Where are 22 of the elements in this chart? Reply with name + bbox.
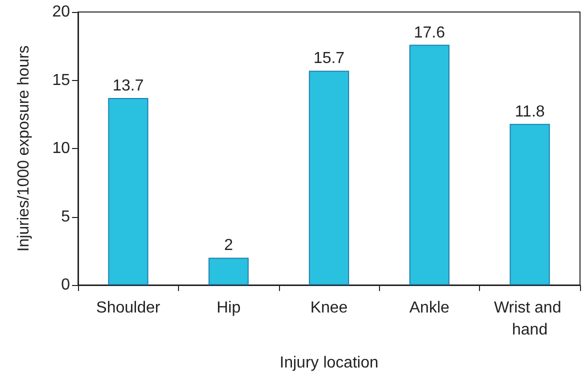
x-axis-title: Injury location [280, 354, 378, 372]
y-tick-label: 5 [61, 208, 70, 226]
y-tick-label: 10 [52, 140, 70, 157]
y-tick-label: 15 [52, 72, 70, 89]
x-tick-label: Ankle [409, 300, 450, 316]
x-tick-label: Knee [310, 300, 348, 316]
bar [308, 70, 350, 285]
data-label: 15.7 [313, 50, 345, 68]
y-tick-label: 20 [52, 4, 70, 20]
data-label: 11.8 [514, 103, 545, 120]
x-tick-label: Hip [216, 300, 241, 316]
bar [208, 258, 249, 285]
x-tick-label: Wrist and hand [494, 300, 566, 338]
bar [409, 44, 450, 285]
y-tick-label: 0 [61, 276, 70, 294]
data-label: 2 [224, 237, 234, 254]
bar [108, 98, 148, 285]
data-label: 13.7 [112, 77, 144, 94]
y-axis-title: Injuries/1000 exposure hours [16, 45, 32, 252]
data-label: 17.6 [414, 24, 446, 42]
x-tick-label: Shoulder [96, 300, 161, 316]
bar [510, 124, 550, 285]
